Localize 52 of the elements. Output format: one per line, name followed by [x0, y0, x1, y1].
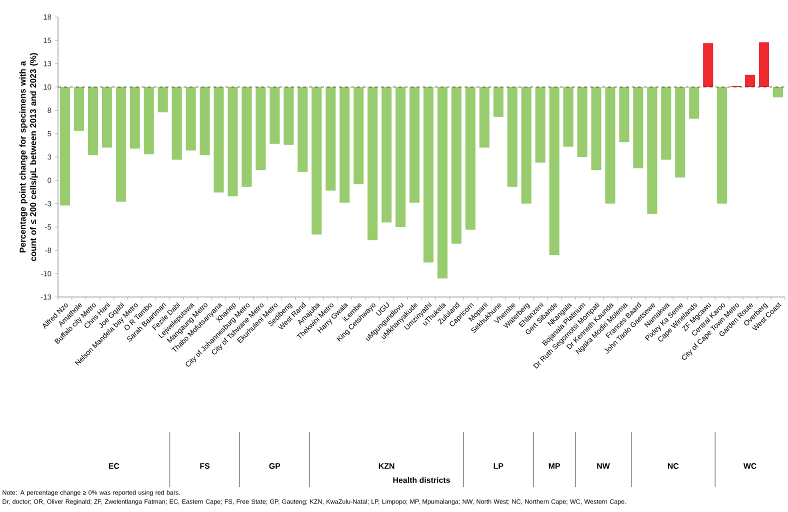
- bar: [326, 86, 336, 191]
- bar: [60, 86, 70, 206]
- bar: [284, 86, 294, 145]
- bar: [647, 86, 658, 214]
- bar: [354, 86, 364, 184]
- bar: [130, 86, 140, 149]
- bar: [549, 86, 560, 255]
- bar: [242, 86, 252, 187]
- bar: [214, 86, 224, 192]
- bar: [395, 86, 406, 227]
- bar: [661, 86, 672, 160]
- bar: [619, 86, 630, 142]
- bar: [74, 86, 84, 131]
- bar: [451, 86, 462, 244]
- y-axis-title: Percentage point change for specimens with a count of ≤ 200 cells/µL between 2013 and 2023 (%): [19, 53, 38, 262]
- bar: [382, 86, 392, 222]
- bar: [717, 86, 728, 204]
- bar: [535, 86, 546, 163]
- bar: [563, 86, 574, 147]
- bar: [298, 86, 308, 172]
- bar: [493, 86, 504, 117]
- bar: [675, 86, 686, 178]
- bar: [507, 86, 518, 187]
- bar: [772, 86, 784, 98]
- bar: [591, 86, 602, 170]
- bar: [605, 86, 616, 204]
- bar: [256, 86, 266, 170]
- bar: [116, 86, 126, 202]
- bar: [689, 86, 700, 119]
- bar: [312, 86, 322, 234]
- bar: [479, 86, 490, 148]
- bar: [577, 86, 588, 157]
- bar: [340, 86, 350, 203]
- bar: [703, 43, 714, 87]
- bar: [423, 86, 434, 262]
- bar: [409, 86, 420, 203]
- bar: [758, 42, 770, 87]
- bar: [228, 86, 238, 196]
- bar: [368, 86, 378, 240]
- bar: [437, 86, 448, 278]
- bar: [144, 86, 154, 154]
- bar: [186, 86, 196, 150]
- bar: [158, 86, 168, 112]
- bar: [102, 86, 112, 148]
- bar: [88, 86, 98, 156]
- bar: [172, 86, 182, 160]
- bar: [465, 86, 476, 230]
- bar: [633, 86, 644, 168]
- bar: [745, 74, 756, 87]
- bar: [521, 86, 532, 204]
- bar: [200, 86, 210, 156]
- bar: [270, 86, 280, 144]
